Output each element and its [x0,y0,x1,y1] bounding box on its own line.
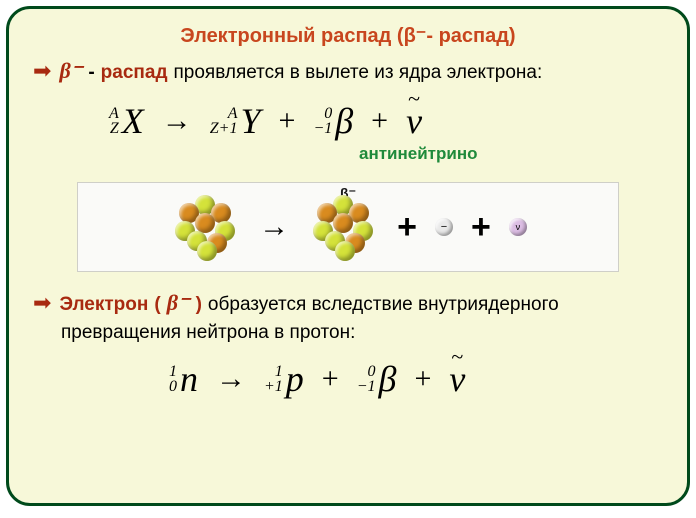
eq2-beta: 0−1 β [357,358,397,400]
eq1-X: AZ X [109,100,144,142]
eq2-n: 10 n [169,358,198,400]
equation-2: 10 n → 1+1 p + 0−1 β + ~ ν [169,358,667,400]
arrow-icon: → [162,104,192,138]
antineutrino-label: антинейтрино [359,144,667,164]
electron-particle-icon: − [435,218,453,236]
eq1-nu: ~ ν [406,100,422,142]
statement-2-rest1: образуется вследствие внутриядерного [208,294,559,316]
plus-icon: + [322,362,339,396]
statement-1: ➡ β⁻ - распад проявляется в вылете из яд… [33,58,667,84]
statement-2: ➡ Электрон ( β⁻ ) образуется вследствие … [33,290,667,344]
plus-icon: + [279,104,296,138]
antineutrino-particle-icon: ν [509,218,527,236]
bullet-arrow-icon: ➡ [33,292,51,314]
eq1-Y: AZ+1 Y [210,100,261,142]
plus-icon: + [471,208,491,247]
beta-symbol: β⁻ [59,58,82,84]
eq2-p: 1+1 p [264,358,304,400]
eq1-beta: 0−1 β [313,100,353,142]
plus-icon: + [371,104,388,138]
electron-word: Электрон [59,294,148,316]
dash: - [88,62,94,84]
nucleus-left [169,191,241,263]
arrow-icon: → [216,362,246,396]
plus-icon: + [397,208,417,247]
nucleus-right [307,191,379,263]
slide-title: Электронный распад (β⁻- распад) [29,23,667,48]
equation-1: AZ X → AZ+1 Y + 0−1 β + ~ ν [109,100,667,142]
statement-2-rest2: превращения нейтрона в протон: [61,322,667,344]
eq2-nu: ~ ν [449,358,465,400]
bullet-arrow-icon: ➡ [33,60,51,82]
decay-graphic: β⁻ → + − + ν [77,182,619,272]
paren-open: ( [154,294,160,316]
paren-close: ) [196,294,202,316]
decay-word: распад [101,62,168,84]
statement-1-rest: проявляется в вылете из ядра электрона: [174,62,543,84]
slide-card: Электронный распад (β⁻- распад) ➡ β⁻ - р… [6,6,690,506]
beta-symbol: β⁻ [167,290,190,316]
arrow-icon: → [259,210,289,244]
plus-icon: + [414,362,431,396]
